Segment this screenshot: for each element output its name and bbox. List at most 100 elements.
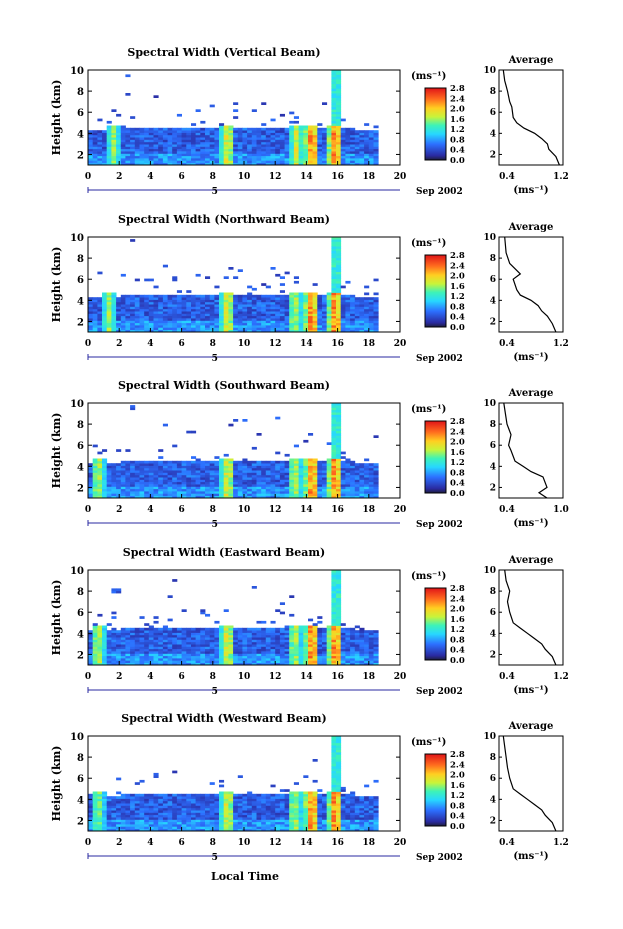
heatmap-cell xyxy=(312,134,318,138)
heatmap-cell xyxy=(88,658,94,661)
heatmap-cell xyxy=(92,803,98,806)
heatmap-cell xyxy=(354,311,360,314)
heatmap-cell xyxy=(116,144,122,147)
heatmap-cell xyxy=(209,646,215,650)
heatmap-cell xyxy=(191,484,197,487)
heatmap-cell xyxy=(125,472,131,476)
y-tick-label: 10 xyxy=(70,566,84,577)
heatmap-cell xyxy=(106,655,112,659)
heatmap-cell xyxy=(289,637,295,640)
heatmap-cell xyxy=(214,146,220,150)
heatmap-cell xyxy=(247,155,253,159)
heatmap-cell xyxy=(270,646,276,650)
heatmap-cell xyxy=(265,146,271,150)
heatmap-cell xyxy=(293,639,299,643)
heatmap-cell xyxy=(88,644,94,647)
heatmap-cell xyxy=(331,97,337,101)
heatmap-cell xyxy=(242,484,248,487)
heatmap-cell xyxy=(125,449,131,452)
heatmap-cell xyxy=(223,304,229,307)
heatmap-cell xyxy=(279,611,285,615)
heatmap-cell xyxy=(219,651,225,654)
heatmap-cell xyxy=(279,327,285,331)
heatmap-cell xyxy=(195,634,201,638)
heatmap-cell xyxy=(195,155,201,159)
heatmap-cell xyxy=(191,315,197,319)
heatmap-cell xyxy=(102,655,108,659)
heatmap-cell xyxy=(102,495,108,499)
heatmap-cell xyxy=(275,465,281,469)
heatmap-cell xyxy=(373,632,379,636)
heatmap-cell xyxy=(256,155,262,159)
heatmap-cell xyxy=(340,134,346,138)
heatmap-cell xyxy=(368,137,374,140)
heatmap-cell xyxy=(350,491,356,494)
heatmap-cell xyxy=(102,304,108,307)
heatmap-cell xyxy=(120,810,126,813)
heatmap-cell xyxy=(251,658,257,661)
heatmap-cell xyxy=(279,602,285,605)
heatmap-cell xyxy=(205,151,211,154)
heatmap-cell xyxy=(153,474,159,478)
heatmap-cell xyxy=(223,306,229,310)
heatmap-cell xyxy=(293,470,299,473)
heatmap-cell xyxy=(148,824,154,827)
colorbar-tick-label: 0.4 xyxy=(450,646,465,656)
heatmap-cell xyxy=(209,630,215,633)
heatmap-cell xyxy=(130,162,136,166)
heatmap-cell xyxy=(106,796,112,799)
heatmap-cell xyxy=(125,491,131,494)
heatmap-cell xyxy=(134,653,140,657)
heatmap-cell xyxy=(228,141,234,145)
heatmap-cell xyxy=(200,311,206,314)
heatmap-cell xyxy=(368,134,374,138)
heatmap-cell xyxy=(233,294,239,298)
panel-title: Spectral Width (Southward Beam) xyxy=(118,379,330,392)
heatmap-cell xyxy=(368,318,374,321)
heatmap-cell xyxy=(139,828,145,832)
heatmap-cell xyxy=(200,474,206,478)
heatmap-cell xyxy=(331,653,337,657)
heatmap-cell xyxy=(354,465,360,469)
heatmap-cell xyxy=(125,301,131,305)
heatmap-cell xyxy=(134,308,140,312)
heatmap-cell xyxy=(120,153,126,157)
heatmap-cell xyxy=(242,311,248,314)
heatmap-cell xyxy=(153,327,159,331)
heatmap-cell xyxy=(317,646,323,650)
heatmap-cell xyxy=(130,297,136,300)
heatmap-cell xyxy=(247,632,253,636)
heatmap-cell xyxy=(97,146,103,150)
heatmap-cell xyxy=(298,460,304,464)
heatmap-cell xyxy=(125,148,131,152)
heatmap-cell xyxy=(116,311,122,314)
heatmap-cell xyxy=(134,800,140,804)
heatmap-cell xyxy=(373,315,379,319)
heatmap-cell xyxy=(275,416,281,420)
heatmap-cell xyxy=(303,646,309,650)
heatmap-cell xyxy=(256,477,262,480)
date-label: Sep 2002 xyxy=(416,520,463,530)
heatmap-cell xyxy=(219,297,225,300)
heatmap-cell xyxy=(261,491,267,494)
heatmap-cell xyxy=(200,153,206,157)
heatmap-cell xyxy=(223,625,229,629)
heatmap-cell xyxy=(219,313,225,317)
heatmap-cell xyxy=(340,318,346,321)
heatmap-cell xyxy=(298,658,304,661)
heatmap-cell xyxy=(130,139,136,143)
heatmap-cell xyxy=(317,301,323,305)
heatmap-cell xyxy=(251,470,257,473)
heatmap-cell xyxy=(312,648,318,652)
heatmap-cell xyxy=(153,796,159,799)
heatmap-cell xyxy=(354,646,360,650)
heatmap-cell xyxy=(97,800,103,804)
heatmap-cell xyxy=(120,467,126,471)
heatmap-cell xyxy=(312,484,318,487)
heatmap-cell xyxy=(364,658,370,661)
heatmap-cell xyxy=(191,306,197,310)
heatmap-cell xyxy=(172,807,178,811)
heatmap-cell xyxy=(148,493,154,497)
heatmap-cell xyxy=(181,814,187,818)
heatmap-cell xyxy=(88,132,94,136)
